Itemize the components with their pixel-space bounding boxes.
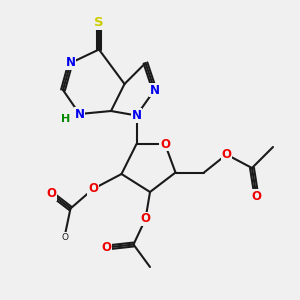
Text: O: O bbox=[88, 182, 98, 196]
Text: N: N bbox=[131, 109, 142, 122]
Text: N: N bbox=[149, 83, 160, 97]
Text: O: O bbox=[101, 241, 112, 254]
Text: O: O bbox=[46, 187, 56, 200]
Text: S: S bbox=[94, 16, 104, 29]
Text: O: O bbox=[160, 137, 170, 151]
Text: H: H bbox=[61, 113, 70, 124]
Text: O: O bbox=[251, 190, 262, 203]
Text: O: O bbox=[61, 232, 68, 242]
Text: O: O bbox=[221, 148, 232, 161]
Text: N: N bbox=[65, 56, 76, 70]
Text: O: O bbox=[140, 212, 151, 226]
Text: N: N bbox=[74, 107, 85, 121]
